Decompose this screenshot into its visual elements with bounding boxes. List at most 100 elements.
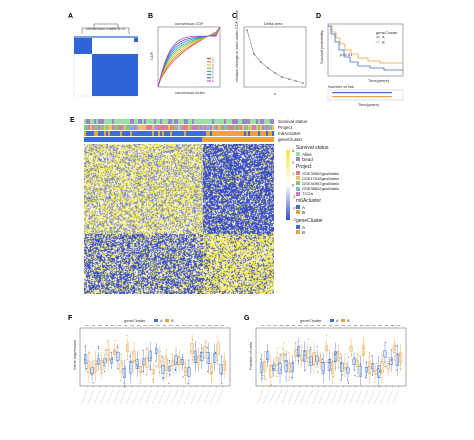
box-outlier	[329, 361, 331, 364]
box-outlier	[347, 380, 349, 382]
annot-m6a-cell	[174, 131, 177, 136]
box-outlier	[267, 360, 269, 362]
annot-project-cell	[226, 125, 229, 130]
panel-c-ylabel: relative change in area under CDF curve	[234, 9, 239, 82]
annot-survival-cell	[224, 119, 227, 124]
annot-survival-cell	[232, 119, 235, 124]
box-body	[275, 357, 279, 366]
legend-project-label: GSE40967geoMatrix	[302, 180, 340, 186]
annot-m6a-cell	[170, 131, 173, 136]
box-significance-mark: ***	[111, 324, 115, 328]
box-body	[287, 362, 291, 373]
annot-project-cell	[170, 125, 173, 130]
annot-m6a-cell	[244, 131, 247, 136]
annot-survival-cell	[270, 119, 273, 124]
annot-gene-cell	[178, 137, 181, 142]
annot-project-cell	[220, 125, 223, 130]
box-outlier	[283, 342, 285, 344]
annot-gene-cell	[132, 137, 135, 142]
box-outlier	[174, 368, 176, 370]
box-outlier	[191, 338, 194, 341]
annot-project-cell	[262, 125, 265, 130]
legend-project-label: GSE17536geoMatrix	[302, 175, 340, 181]
box-outlier	[365, 374, 367, 376]
annot-survival-cell	[100, 119, 103, 124]
box-body	[219, 364, 223, 375]
box-outlier	[190, 350, 192, 352]
annot-m6a-cell	[84, 131, 87, 136]
box-outlier	[114, 351, 117, 353]
box-outlier	[133, 359, 135, 362]
annot-m6a-cell	[250, 131, 253, 136]
annot-survival-cell	[144, 119, 147, 124]
annot-project-cell	[90, 125, 93, 130]
box-significance-mark: ***	[366, 324, 370, 328]
box-significance-mark: ***	[304, 324, 308, 328]
annot-project-cell	[208, 125, 211, 130]
cdf-legend-label: 7	[212, 73, 214, 77]
box-body	[321, 361, 325, 374]
annot-survival-cell	[124, 119, 127, 124]
legend-project-label: GSE39582geoMatrix	[302, 170, 340, 176]
panel-d-pvalue: p<0.01	[340, 52, 353, 57]
legend-dead-swatch	[296, 157, 300, 161]
annot-project-cell	[124, 125, 127, 130]
annot-project-cell	[130, 125, 133, 130]
box-outlier	[376, 362, 378, 364]
box-body	[158, 355, 162, 368]
box-outlier	[301, 359, 303, 361]
annot-gene-cell	[184, 137, 187, 142]
annot-survival-cell	[252, 119, 255, 124]
box-outlier	[334, 360, 336, 363]
annot-survival-cell	[138, 119, 141, 124]
annot-project-cell	[118, 125, 121, 130]
annot-project-cell	[180, 125, 183, 130]
annot-project-cell	[176, 125, 179, 130]
annot-survival-cell	[130, 119, 133, 124]
annot-survival-cell	[118, 119, 121, 124]
box-outlier	[304, 354, 306, 356]
annot-survival-cell	[120, 119, 123, 124]
annot-gene-cell	[128, 137, 131, 142]
annot-project-cell	[264, 125, 267, 130]
annot-project-cell	[266, 125, 269, 130]
annot-gene-cell	[102, 137, 105, 142]
box-xtick-label-mark	[263, 389, 270, 405]
annot-m6a-cell	[122, 131, 125, 136]
annot-gene-cell	[134, 137, 137, 142]
box-outlier	[166, 373, 168, 375]
annot-gene-cell	[196, 137, 199, 142]
box-body	[222, 360, 226, 371]
box-outlier	[169, 373, 171, 376]
annot-gene-cell	[260, 137, 263, 142]
box-outlier	[384, 361, 386, 363]
box-outlier	[341, 374, 343, 376]
annot-project-cell	[164, 125, 167, 130]
annot-gene-cell	[202, 137, 205, 142]
box-significance-mark: ***	[329, 324, 333, 328]
annot-project-cell	[178, 125, 181, 130]
annot-m6a-cell	[176, 131, 179, 136]
legend-project-swatch	[296, 176, 300, 181]
panel-g-legend-a: A	[336, 318, 339, 323]
box-outlier	[319, 360, 321, 362]
annot-gene-cell	[214, 137, 217, 142]
annot-survival-cell	[204, 119, 207, 124]
annot-gene-cell	[160, 137, 163, 142]
annot-m6a-cell	[238, 131, 241, 136]
box-xtick-label-mark	[281, 389, 288, 405]
annot-gene-cell	[230, 137, 233, 142]
annot-survival-cell	[214, 119, 217, 124]
annot-project-cell	[270, 125, 273, 130]
box-outlier	[89, 351, 91, 353]
box-body	[213, 353, 217, 363]
box-outlier	[101, 362, 103, 364]
box-outlier	[362, 347, 364, 349]
annot-m6a-cell	[188, 131, 191, 136]
annot-m6a-cell	[272, 131, 275, 136]
box-xtick-label-mark	[392, 389, 400, 405]
box-outlier	[264, 378, 267, 381]
box-body	[284, 360, 288, 373]
annot-gene-cell	[266, 137, 269, 142]
annot-m6a-cell	[186, 131, 189, 136]
